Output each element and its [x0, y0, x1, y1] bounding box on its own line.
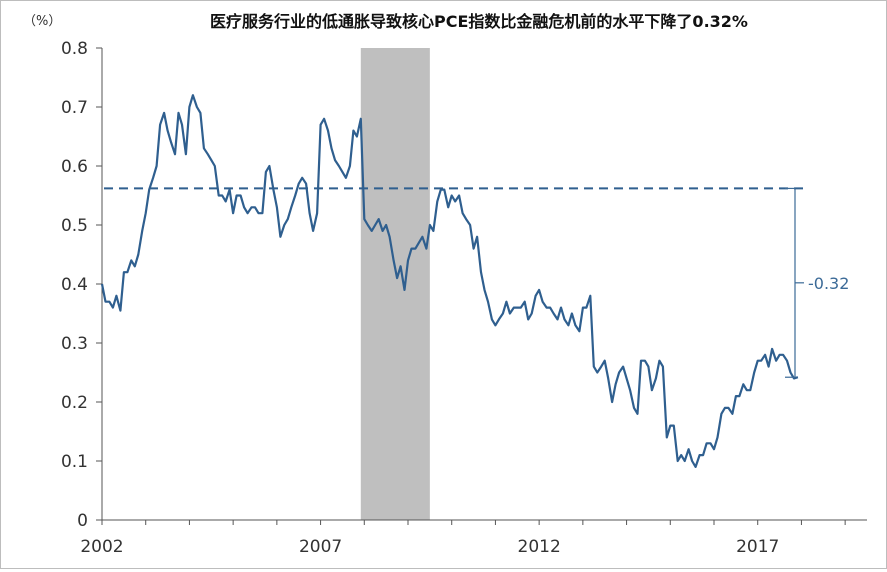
x-tick-label: 2012 — [518, 537, 561, 557]
y-tick-label: 0.8 — [61, 39, 88, 59]
y-unit-label: （%） — [23, 14, 61, 29]
y-tick-label: 0 — [77, 511, 88, 531]
x-tick-label: 2002 — [80, 537, 123, 557]
y-tick-label: 0.5 — [61, 216, 88, 236]
y-tick-label: 0.4 — [61, 275, 88, 295]
recession-band — [360, 48, 430, 520]
y-tick-label: 0.7 — [61, 98, 88, 118]
x-tick-label: 2007 — [299, 537, 342, 557]
x-tick-label: 2017 — [736, 537, 779, 557]
y-tick-label: 0.6 — [61, 157, 88, 177]
y-tick-label: 0.2 — [61, 393, 88, 413]
y-tick-label: 0.1 — [61, 452, 88, 472]
chart-title: 医疗服务行业的低通胀导致核心PCE指数比金融危机前的水平下降了0.32% — [210, 12, 748, 31]
y-tick-label: 0.3 — [61, 334, 88, 354]
series-line — [100, 94, 799, 468]
difference-annotation: -0.32 — [808, 274, 849, 293]
